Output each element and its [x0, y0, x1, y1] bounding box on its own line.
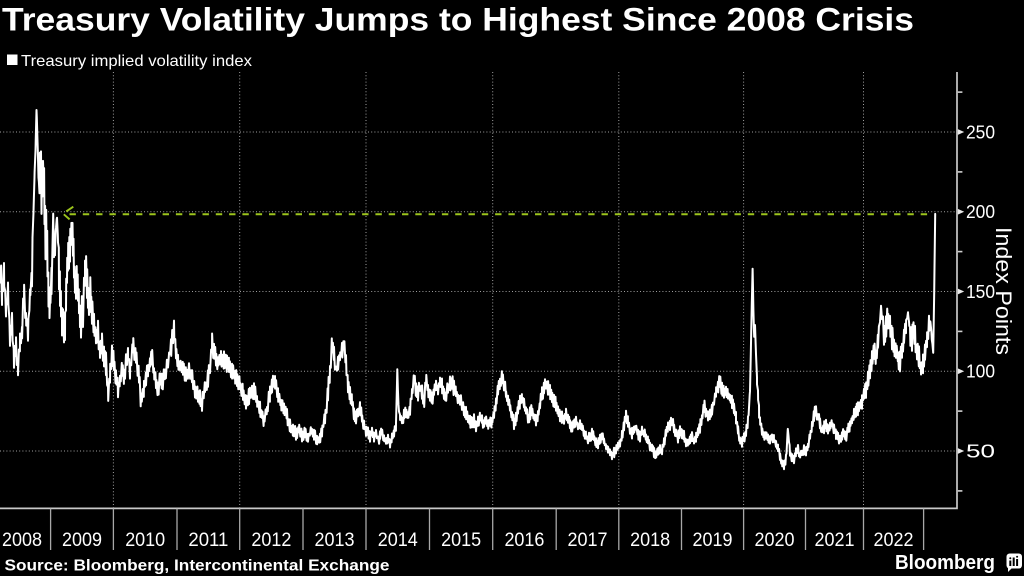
svg-text:2008: 2008: [2, 529, 42, 551]
svg-text:2018: 2018: [630, 529, 670, 551]
svg-text:2015: 2015: [441, 529, 481, 551]
svg-text:2012: 2012: [251, 529, 291, 551]
svg-text:Treasury Volatility Jumps to H: Treasury Volatility Jumps to Highest Sin…: [2, 2, 914, 38]
svg-text:50: 50: [966, 441, 995, 461]
svg-text:Treasury implied volatility in: Treasury implied volatility index: [21, 53, 252, 70]
svg-text:100: 100: [966, 362, 995, 382]
svg-text:Bloomberg: Bloomberg: [895, 551, 995, 574]
svg-text:2019: 2019: [693, 529, 733, 551]
svg-text:2021: 2021: [815, 529, 855, 551]
svg-text:150: 150: [966, 282, 995, 302]
svg-text:2020: 2020: [755, 529, 795, 551]
svg-text:2017: 2017: [568, 529, 608, 551]
svg-text:Source: Bloomberg, Intercontin: Source: Bloomberg, Intercontinental Exch…: [5, 558, 390, 575]
svg-text:2011: 2011: [188, 529, 228, 551]
svg-text:200: 200: [966, 202, 995, 222]
svg-text:2016: 2016: [504, 529, 544, 551]
svg-text:250: 250: [966, 122, 995, 142]
svg-text:2010: 2010: [125, 529, 165, 551]
svg-text:2022: 2022: [874, 529, 914, 551]
svg-text:2009: 2009: [62, 529, 102, 551]
svg-text:2014: 2014: [378, 529, 418, 551]
svg-text:Index Points: Index Points: [991, 227, 1016, 355]
svg-text:2013: 2013: [315, 529, 355, 551]
